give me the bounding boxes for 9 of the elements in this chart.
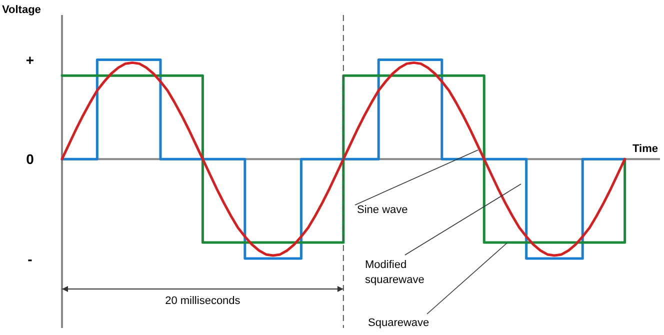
- text: Modified squarewave: [365, 259, 424, 286]
- text: -: [28, 250, 33, 267]
- y-axis-title: Voltage: [2, 4, 41, 16]
- text: +: [26, 52, 34, 68]
- annotation: Sine wave: [357, 204, 408, 216]
- text: Squarewave: [368, 317, 430, 329]
- text: 20 milliseconds: [165, 295, 241, 307]
- text: 0: [26, 150, 34, 167]
- x-axis-title: Time: [632, 143, 658, 155]
